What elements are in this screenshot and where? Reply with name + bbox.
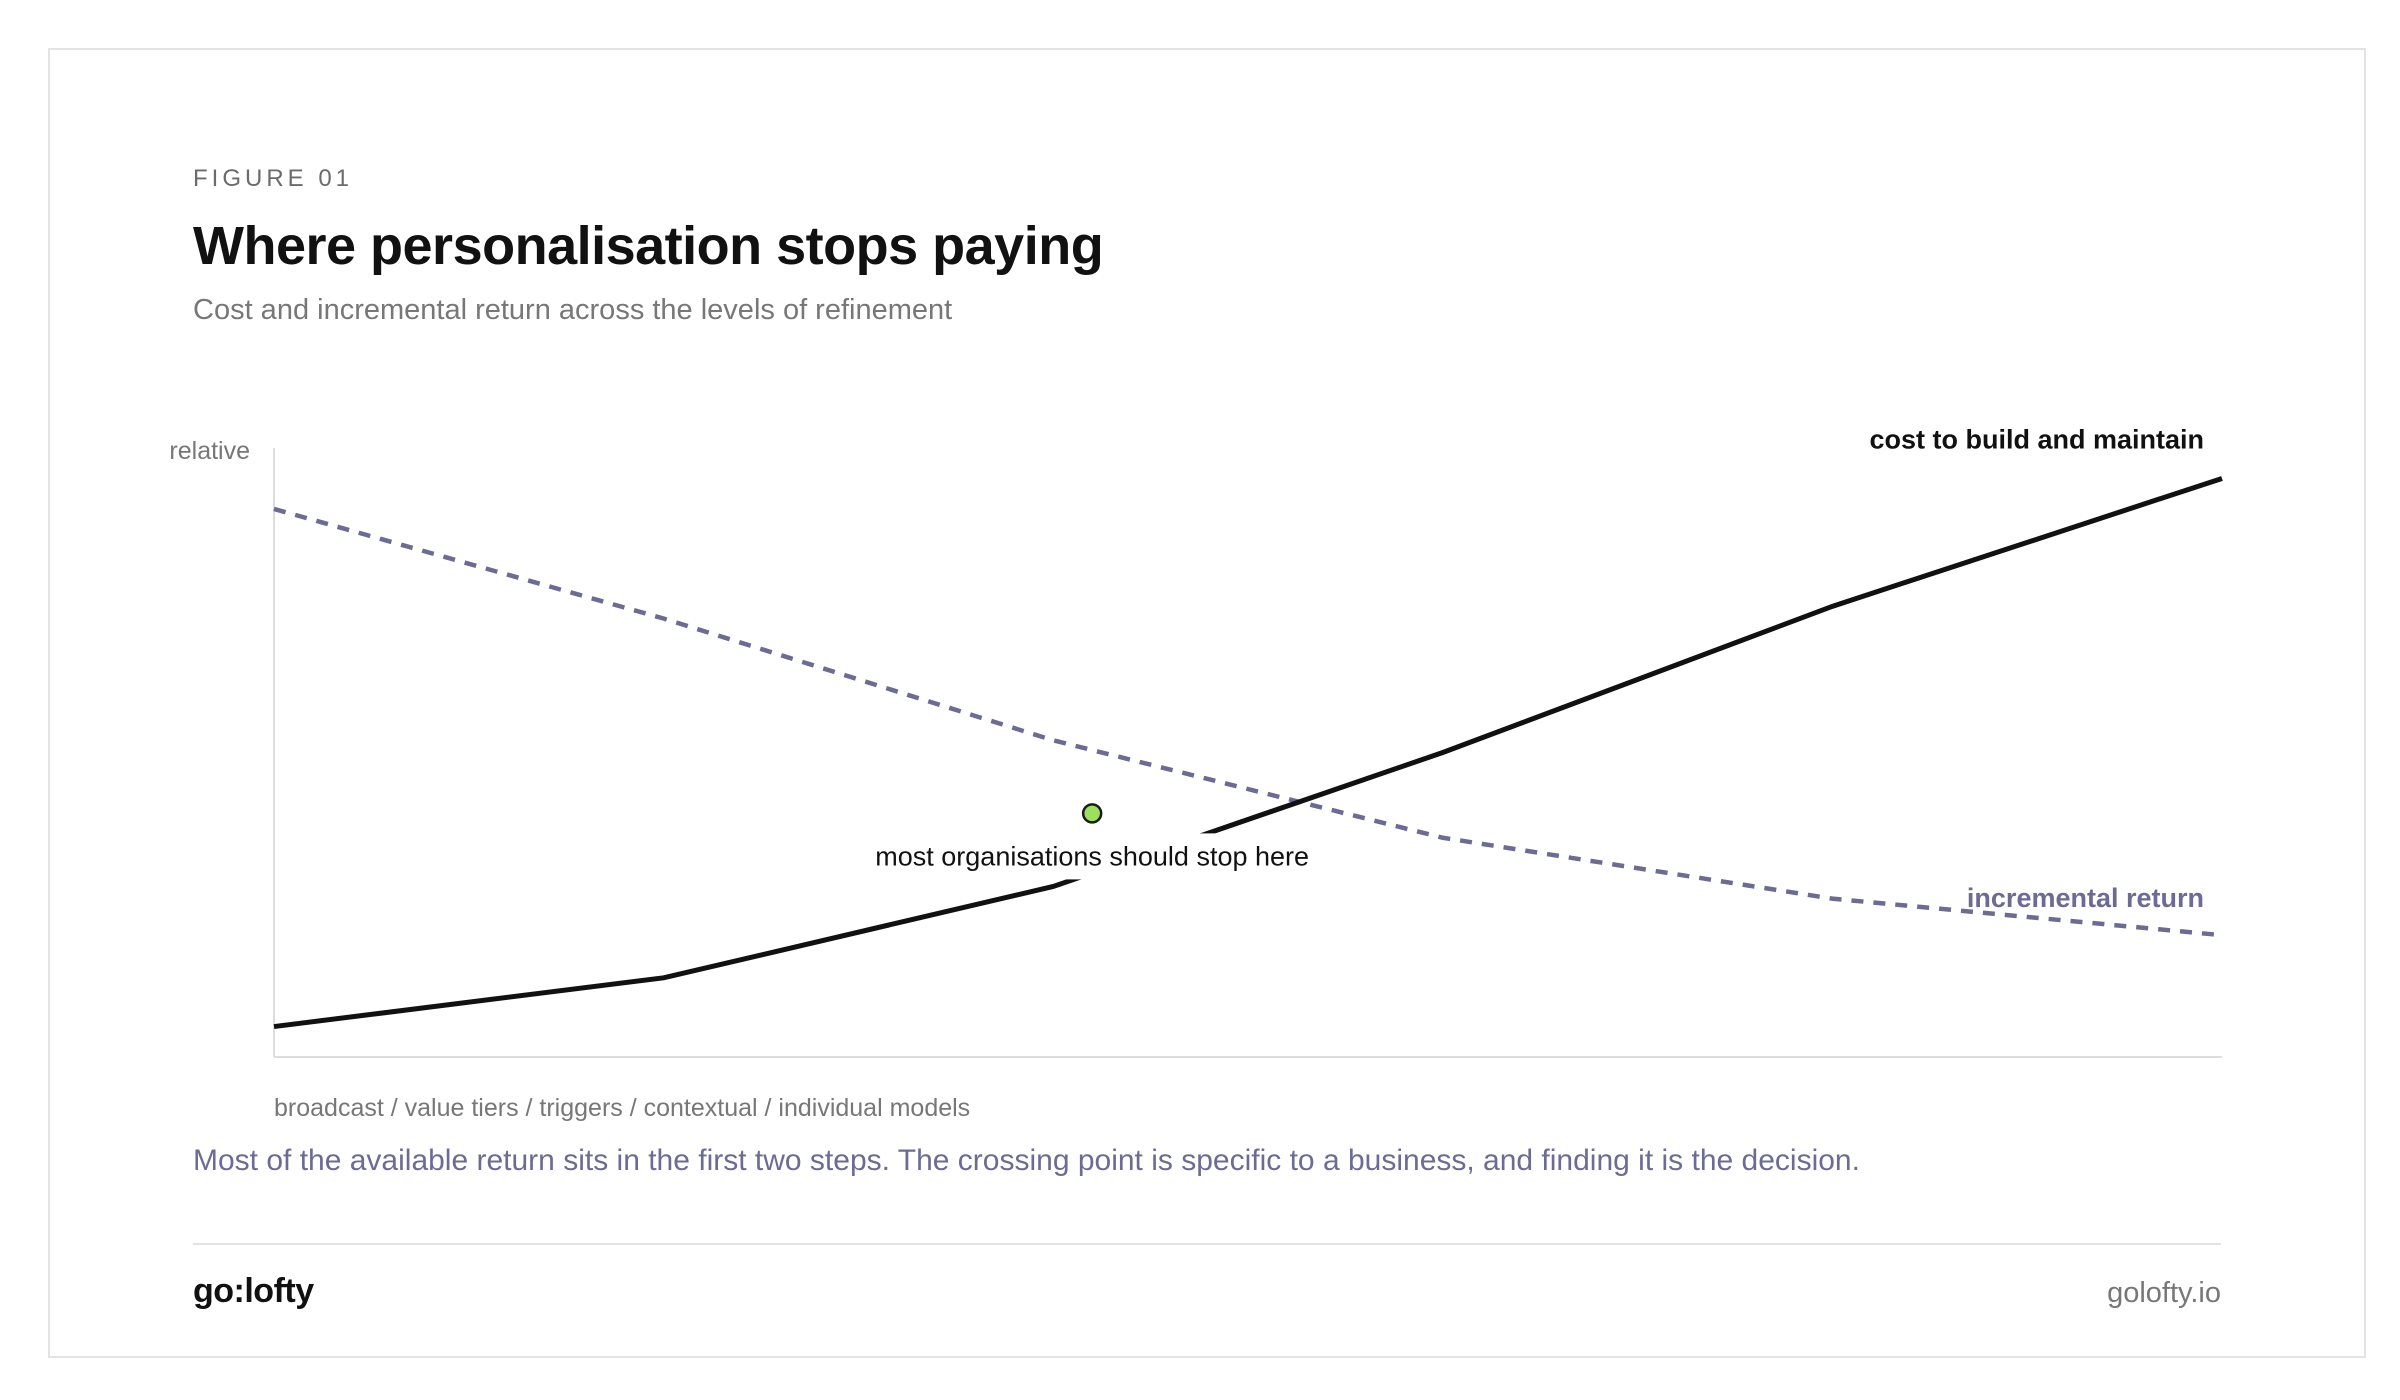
stop-point-marker (1081, 803, 1103, 824)
page-subtitle: Cost and incremental return across the l… (193, 294, 953, 326)
footer-divider (193, 1243, 2221, 1245)
y-axis-label: relative (169, 437, 250, 465)
figure-eyebrow: FIGURE 01 (193, 165, 354, 192)
figure-caption: Most of the available return sits in the… (193, 1144, 1860, 1177)
annotation-label-background (870, 833, 1315, 880)
series-label-return: incremental return (1967, 883, 2204, 913)
series-line-cost (273, 476, 2223, 1030)
figure-card (48, 48, 2366, 1358)
x-axis-label: broadcast / value tiers / triggers / con… (274, 1094, 970, 1122)
brand-logo: go:lofty (193, 1272, 314, 1310)
series-label-cost: cost to build and maintain (1869, 424, 2204, 454)
annotation-label: most organisations should stop here (875, 841, 1309, 871)
site-link[interactable]: golofty.io (2107, 1277, 2221, 1309)
series-line-return (273, 506, 2223, 938)
page-title: Where personalisation stops paying (193, 216, 1104, 276)
